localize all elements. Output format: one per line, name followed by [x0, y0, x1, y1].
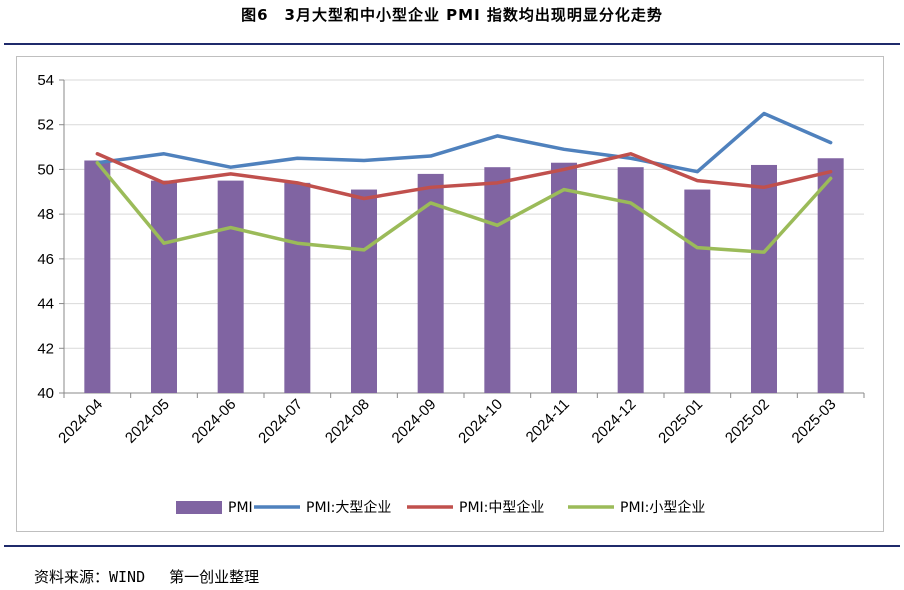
x-tick-labels: 2024-04 2024-05 2024-06 2024-07 2024-08 2024-… — [55, 396, 839, 447]
line-series — [95, 111, 833, 254]
bar-series — [84, 158, 844, 393]
legend-label: PMI:大型企业 — [306, 499, 391, 516]
x-tick-label: 2024-08 — [322, 396, 373, 447]
bar-pmi — [284, 182, 311, 393]
x-tick-label: 2024-07 — [255, 396, 306, 447]
axes — [59, 79, 865, 398]
x-tick-label: 2024-05 — [122, 396, 173, 447]
x-tick-label: 2024-09 — [389, 396, 440, 447]
y-tick-label: 50 — [37, 161, 54, 178]
gridlines — [64, 79, 864, 349]
legend-label: PMI:中型企业 — [459, 499, 544, 516]
x-tick-label: 2024-10 — [455, 396, 506, 447]
y-tick-label: 44 — [37, 296, 54, 313]
series-line — [95, 111, 833, 174]
x-tick-label: 2024-06 — [189, 396, 240, 447]
x-tick-label: 2025-01 — [655, 396, 706, 447]
y-tick-label: 54 — [37, 72, 54, 89]
bar-pmi — [151, 180, 177, 393]
x-tick-label: 2025-03 — [789, 396, 840, 447]
bar-pmi — [217, 180, 244, 393]
x-tick-label: 2025-02 — [722, 396, 773, 447]
y-tick-label: 48 — [37, 206, 54, 223]
source-note: 资料来源：WIND 第一创业整理 — [34, 568, 260, 586]
bar-pmi — [84, 160, 111, 393]
series-line — [95, 152, 833, 201]
legend-label: PMI — [228, 500, 253, 516]
bar-pmi — [684, 189, 711, 393]
bar-pmi — [751, 164, 777, 393]
y-tick-label: 52 — [37, 117, 54, 134]
legend-swatch — [176, 501, 222, 514]
top-divider — [4, 43, 900, 45]
y-tick-labels: 40 42 44 46 48 50 52 54 — [37, 72, 54, 402]
bar-pmi — [551, 162, 577, 393]
bar-pmi — [817, 158, 844, 393]
y-tick-label: 46 — [37, 251, 54, 268]
bar-pmi — [351, 189, 377, 393]
legend-label: PMI:小型企业 — [620, 499, 705, 516]
y-tick-label: 42 — [37, 340, 54, 357]
x-tick-label: 2024-12 — [589, 396, 640, 447]
chart-title: 图6 3月大型和中小型企业 PMI 指数均出现明显分化走势 — [241, 6, 663, 24]
x-tick-label: 2024-04 — [55, 396, 106, 447]
chart-frame — [16, 56, 884, 532]
bottom-divider — [4, 545, 900, 547]
legend: PMI PMI:大型企业 PMI:中型企业 PMI:小型企业 — [176, 499, 705, 516]
bar-pmi — [484, 167, 511, 393]
x-tick-label: 2024-11 — [523, 396, 573, 446]
series-line — [95, 160, 833, 254]
y-tick-label: 40 — [37, 385, 54, 402]
